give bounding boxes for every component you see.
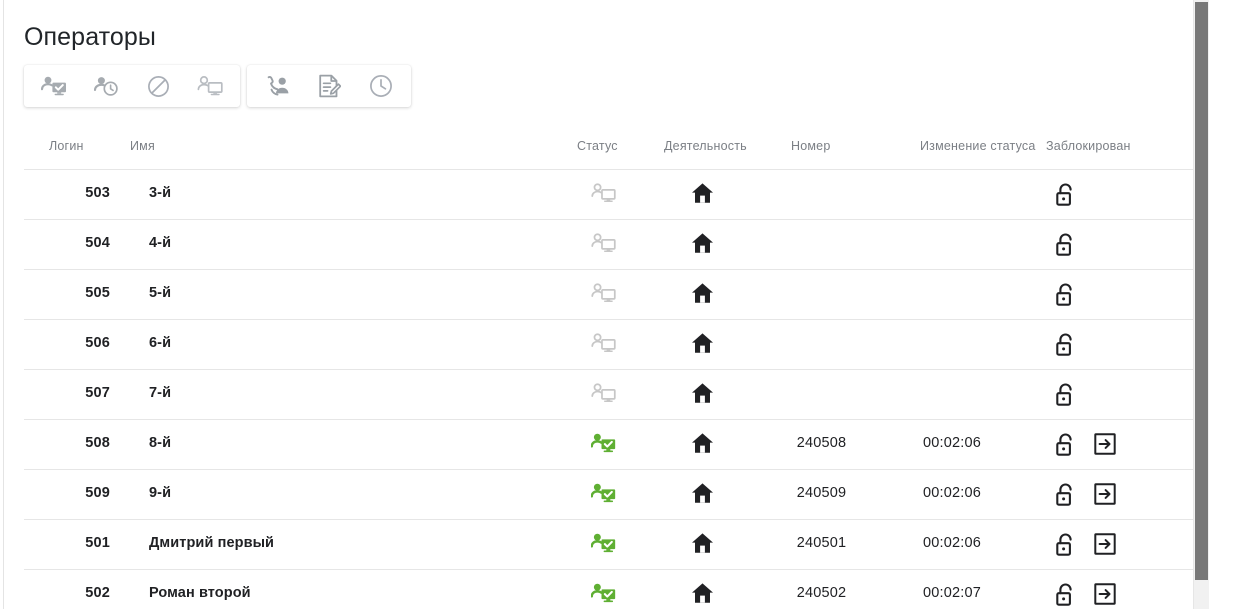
- table-row[interactable]: 502 Роман второй 240502 00:02:07: [24, 569, 1204, 609]
- home-icon: [678, 382, 726, 404]
- unlock-icon[interactable]: [1046, 183, 1084, 207]
- cell-login: 507: [85, 385, 110, 401]
- page-left-divider: [3, 0, 4, 609]
- agent-offline-icon: [580, 383, 628, 403]
- cell-login: 508: [85, 435, 110, 451]
- agent-ready-icon: [580, 583, 628, 603]
- table-row[interactable]: 501 Дмитрий первый 240501 00:02:06: [24, 519, 1204, 569]
- cell-login: 509: [85, 485, 110, 501]
- clock-button[interactable]: [355, 65, 407, 107]
- unlock-icon[interactable]: [1046, 233, 1084, 257]
- logout-icon[interactable]: [1086, 583, 1124, 605]
- table-row[interactable]: 505 5-й: [24, 269, 1204, 319]
- cell-login: 506: [85, 335, 110, 351]
- document-edit-button[interactable]: [303, 65, 355, 107]
- unlock-icon[interactable]: [1046, 483, 1084, 507]
- cell-login: 505: [85, 285, 110, 301]
- cell-name: Роман второй: [149, 585, 251, 601]
- agent-blocked-button[interactable]: [132, 65, 184, 107]
- cell-login: 503: [85, 185, 110, 201]
- home-icon: [678, 582, 726, 604]
- agent-pending-icon: [93, 76, 119, 96]
- unlock-icon[interactable]: [1046, 583, 1084, 607]
- column-header-status-change: Изменение статуса: [920, 139, 1036, 153]
- home-icon: [678, 332, 726, 354]
- agent-offline-icon: [580, 183, 628, 203]
- column-header-login: Логин: [49, 139, 84, 153]
- cell-status-change: 00:02:06: [922, 535, 982, 551]
- unlock-icon[interactable]: [1046, 533, 1084, 557]
- cell-name: 5-й: [149, 285, 172, 301]
- vertical-scrollbar-track[interactable]: [1193, 0, 1209, 609]
- table-row[interactable]: 506 6-й: [24, 319, 1204, 369]
- call-transfer-icon: [265, 75, 290, 97]
- cell-login: 501: [85, 535, 110, 551]
- logout-icon[interactable]: [1086, 433, 1124, 455]
- agent-ready-button[interactable]: [28, 65, 80, 107]
- toolbar: [24, 65, 411, 107]
- table-body: 503 3-й 504 4-й 505 5-й 506 6-й 507 7-й 508 8-й 2405…: [24, 169, 1204, 609]
- home-icon: [678, 432, 726, 454]
- clock-icon: [369, 74, 393, 98]
- cell-name: 6-й: [149, 335, 172, 351]
- cell-name: 3-й: [149, 185, 172, 201]
- call-transfer-button[interactable]: [251, 65, 303, 107]
- logout-icon[interactable]: [1086, 483, 1124, 505]
- cell-number: 240509: [796, 485, 847, 501]
- cell-name: 7-й: [149, 385, 172, 401]
- cell-login: 504: [85, 235, 110, 251]
- cell-number: 240502: [796, 585, 847, 601]
- cell-status-change: 00:02:07: [922, 585, 982, 601]
- vertical-scrollbar-thumb[interactable]: [1195, 2, 1208, 580]
- cell-status-change: 00:02:06: [922, 485, 982, 501]
- operators-page: Операторы: [3, 0, 1209, 609]
- unlock-icon[interactable]: [1046, 433, 1084, 457]
- table-row[interactable]: 504 4-й: [24, 219, 1204, 269]
- home-icon: [678, 482, 726, 504]
- cell-name: Дмитрий первый: [149, 535, 275, 551]
- cell-name: 8-й: [149, 435, 172, 451]
- toolbar-group-operations: [247, 65, 411, 107]
- agent-ready-icon: [580, 483, 628, 503]
- agent-blocked-icon: [147, 75, 170, 98]
- agent-offline-icon: [197, 76, 224, 96]
- column-header-blocked: Заблокирован: [1046, 139, 1131, 153]
- cell-name: 9-й: [149, 485, 172, 501]
- agent-offline-icon: [580, 283, 628, 303]
- agent-pending-button[interactable]: [80, 65, 132, 107]
- agent-offline-button[interactable]: [184, 65, 236, 107]
- agent-offline-icon: [580, 233, 628, 253]
- unlock-icon[interactable]: [1046, 283, 1084, 307]
- agent-ready-icon: [580, 433, 628, 453]
- table-row[interactable]: 503 3-й: [24, 169, 1204, 219]
- cell-status-change: 00:02:06: [922, 435, 982, 451]
- table-row[interactable]: 507 7-й: [24, 369, 1204, 419]
- table-row[interactable]: 509 9-й 240509 00:02:06: [24, 469, 1204, 519]
- agent-ready-icon: [40, 76, 68, 96]
- cell-number: 240508: [796, 435, 847, 451]
- table-row[interactable]: 508 8-й 240508 00:02:06: [24, 419, 1204, 469]
- column-header-number: Номер: [791, 139, 831, 153]
- home-icon: [678, 532, 726, 554]
- agent-ready-icon: [580, 533, 628, 553]
- home-icon: [678, 232, 726, 254]
- home-icon: [678, 282, 726, 304]
- home-icon: [678, 182, 726, 204]
- column-header-status: Статус: [577, 139, 618, 153]
- operators-table: Логин Имя Статус Деятельность Номер Изме…: [24, 128, 1204, 609]
- cell-name: 4-й: [149, 235, 172, 251]
- toolbar-group-status-actions: [24, 65, 240, 107]
- cell-number: 240501: [796, 535, 847, 551]
- page-title: Операторы: [24, 23, 156, 51]
- document-edit-icon: [318, 74, 341, 98]
- agent-offline-icon: [580, 333, 628, 353]
- column-header-activity: Деятельность: [664, 139, 747, 153]
- unlock-icon[interactable]: [1046, 333, 1084, 357]
- unlock-icon[interactable]: [1046, 383, 1084, 407]
- table-header-row: Логин Имя Статус Деятельность Номер Изме…: [24, 128, 1204, 169]
- cell-login: 502: [85, 585, 110, 601]
- column-header-name: Имя: [130, 139, 155, 153]
- logout-icon[interactable]: [1086, 533, 1124, 555]
